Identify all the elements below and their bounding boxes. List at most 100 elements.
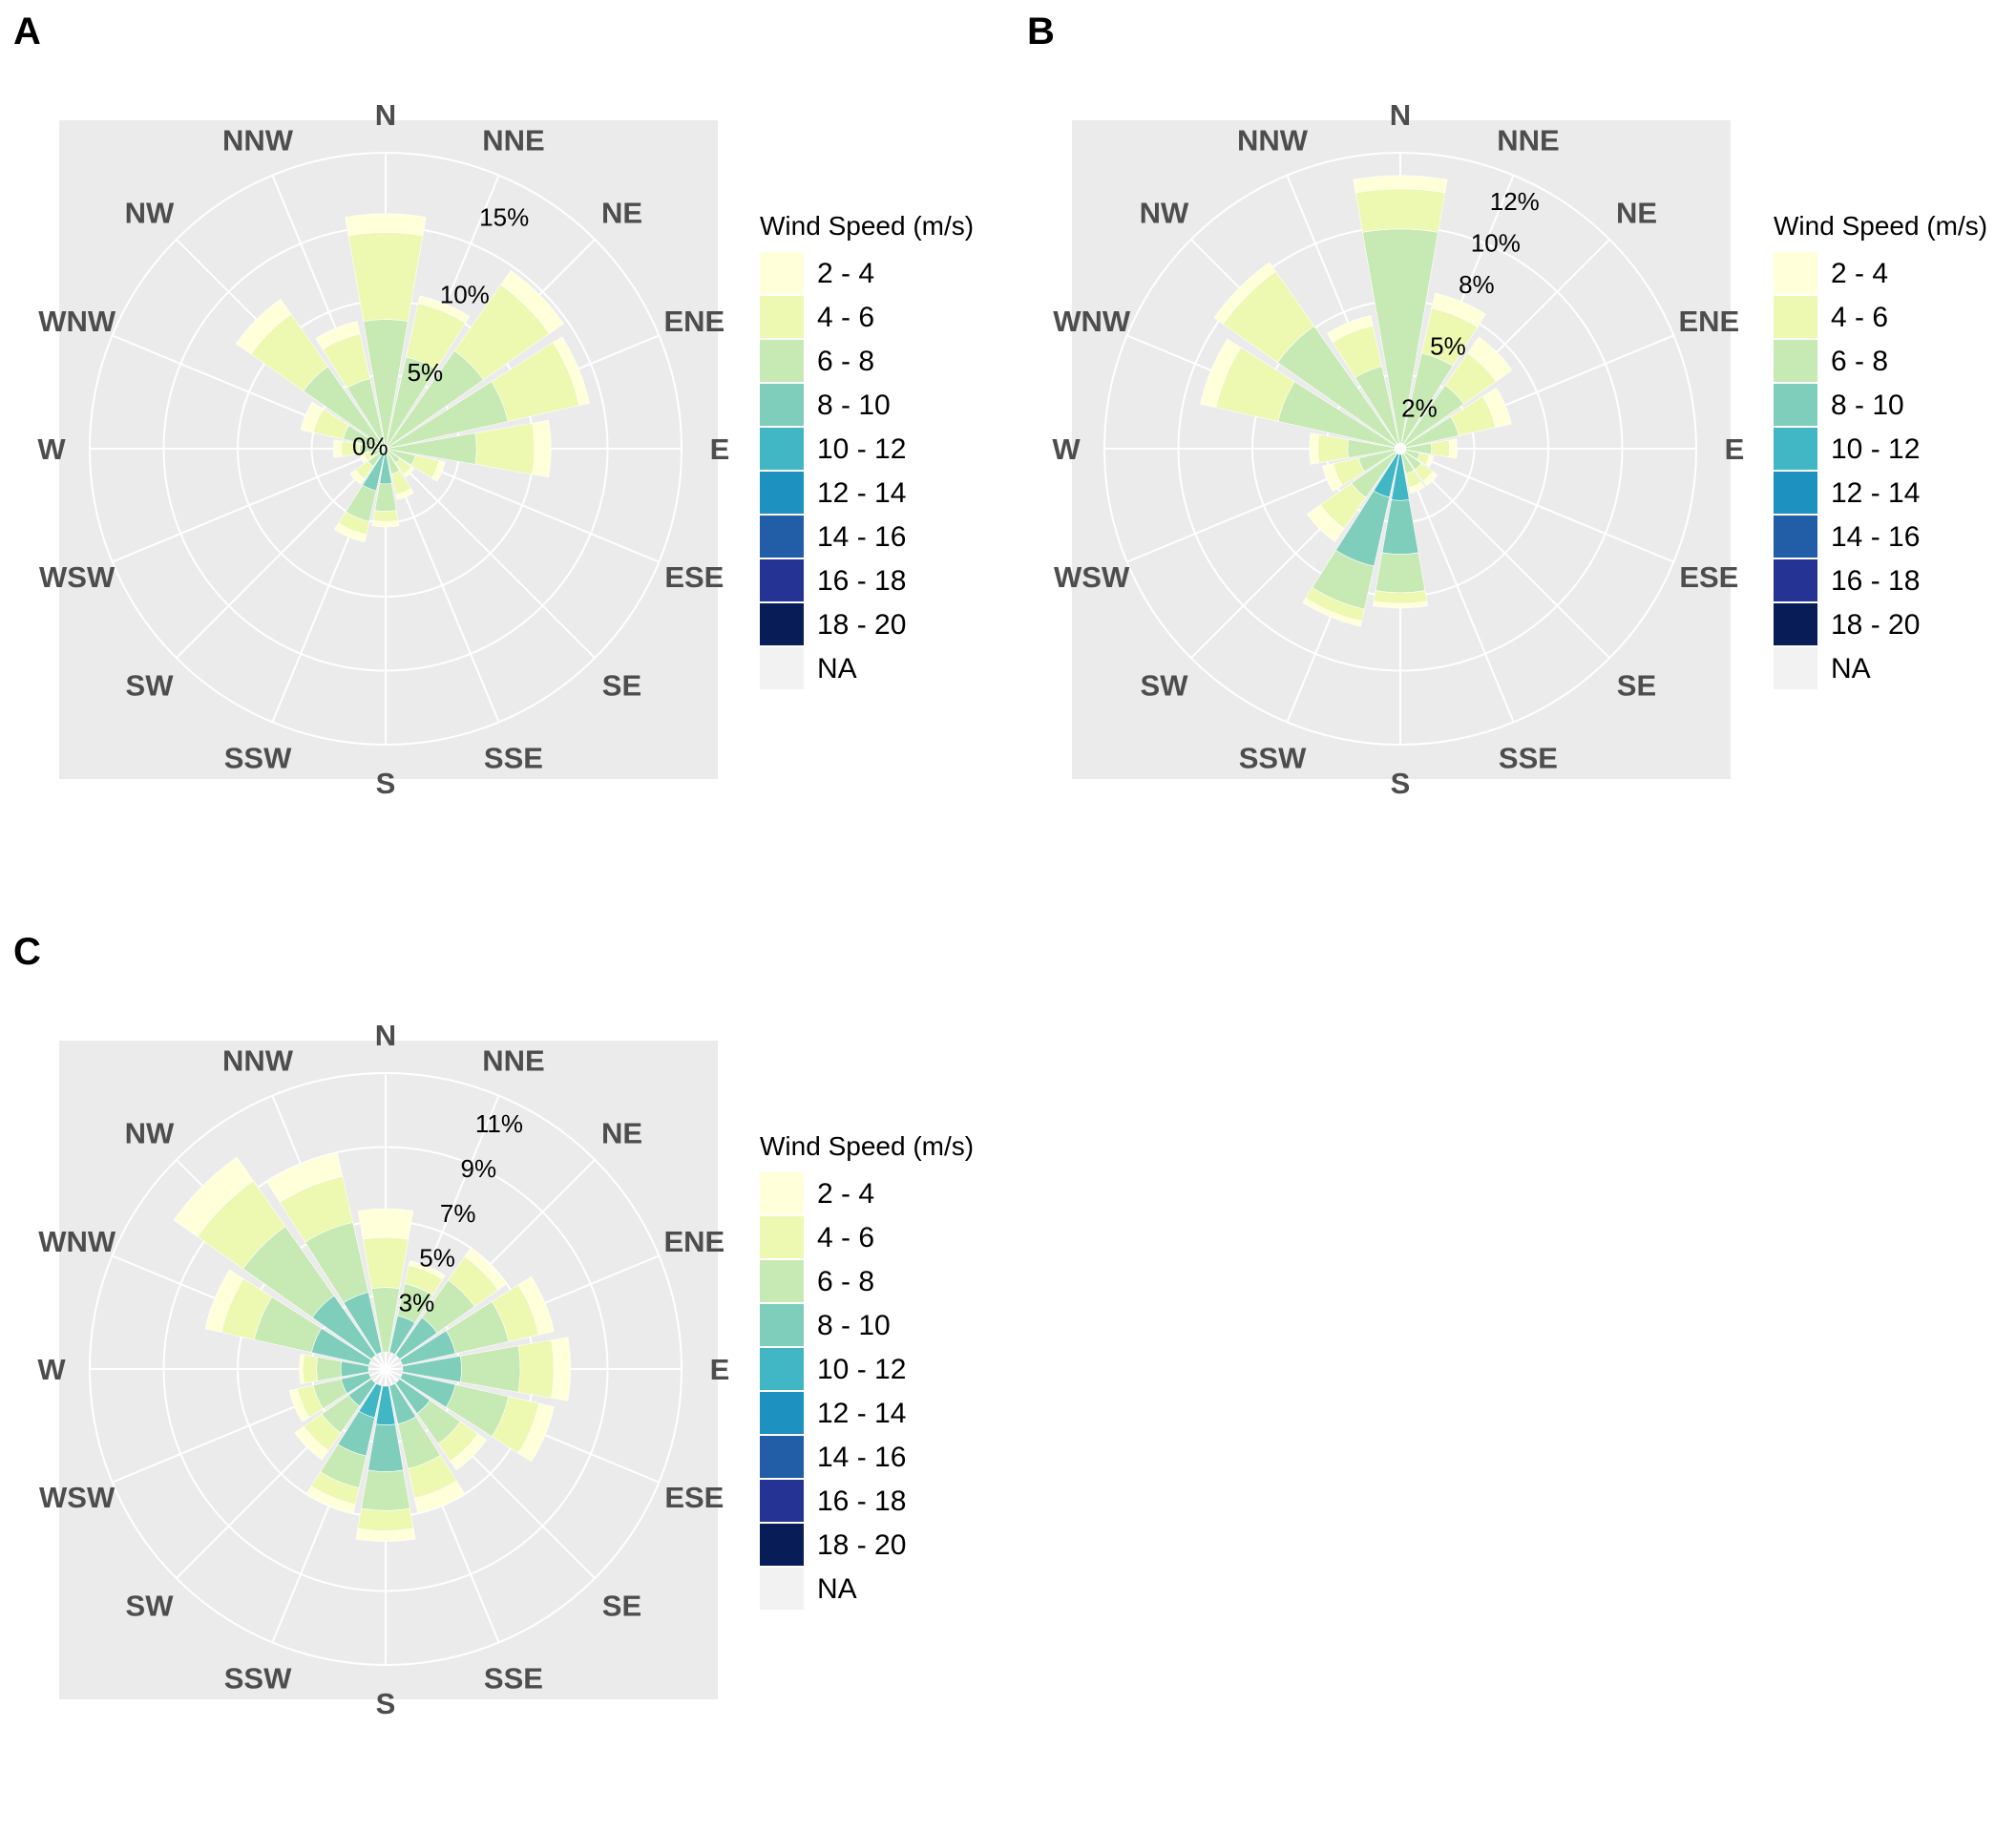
bar-segment-e: [1448, 438, 1458, 459]
bar-segment-w: [1309, 432, 1320, 465]
grid-spoke: [1399, 448, 1515, 723]
direction-label-s: S: [376, 1687, 396, 1720]
legend-title: Wind Speed (m/s): [760, 1131, 974, 1161]
legend-entry: 8 - 10: [1831, 390, 1904, 421]
bar-segment-wnw: [204, 1269, 244, 1333]
legend-swatch: [760, 1524, 804, 1566]
legend-swatch: [760, 1304, 804, 1346]
bar-segment-n: [1353, 175, 1448, 194]
bar-segment-w: [299, 1354, 304, 1384]
bar-segment-e: [1430, 439, 1450, 458]
panel-label: C: [13, 931, 41, 973]
legend-swatch: [760, 647, 804, 689]
grid-spoke: [1399, 448, 1674, 563]
bar-segment-s: [1373, 590, 1428, 604]
direction-label-wnw: WNW: [38, 1225, 116, 1258]
bar-segment-s: [1375, 552, 1426, 594]
ring-label: 0%: [352, 432, 388, 460]
legend-swatch: [1774, 296, 1817, 338]
bar-segment-e: [532, 419, 552, 478]
direction-label-se: SE: [602, 668, 641, 702]
legend-swatch: [760, 1216, 804, 1258]
bar-segment-ssw: [1302, 597, 1362, 627]
direction-label-s: S: [1391, 767, 1411, 800]
direction-label-nnw: NNW: [1237, 124, 1309, 158]
legend-entry: 6 - 8: [1831, 346, 1888, 377]
legend-entry: 4 - 6: [817, 302, 874, 333]
direction-label-wsw: WSW: [1054, 560, 1130, 594]
legend-swatch: [760, 384, 804, 426]
direction-label-ese: ESE: [664, 1481, 724, 1514]
bar-segment-n: [345, 213, 427, 237]
ring-label: 7%: [440, 1199, 476, 1228]
bar-segment-sw: [349, 469, 366, 485]
direction-label-ene: ENE: [663, 305, 724, 338]
direction-label-sse: SSE: [484, 741, 543, 774]
ring-label: 15%: [479, 202, 529, 231]
bar-segment-nw: [1213, 262, 1276, 325]
direction-label-ssw: SSW: [224, 741, 292, 774]
bar-segment-w: [316, 1357, 343, 1381]
legend-entry: 10 - 12: [817, 1354, 906, 1385]
legend-swatch: [760, 472, 804, 514]
direction-label-ssw: SSW: [1239, 741, 1307, 774]
bar-segment-ene: [1481, 387, 1512, 429]
legend-entry: NA: [817, 653, 857, 685]
legend-entry: NA: [817, 1573, 857, 1605]
direction-label-wsw: WSW: [39, 1481, 116, 1514]
direction-label-n: N: [1390, 98, 1411, 132]
direction-label-sw: SW: [126, 668, 175, 702]
legend-swatch: [1774, 252, 1817, 294]
legend-entry: 4 - 6: [1831, 302, 1888, 333]
direction-label-n: N: [375, 1019, 396, 1052]
direction-label-nw: NW: [1140, 197, 1189, 230]
legend-entry: 12 - 14: [817, 477, 906, 509]
legend-swatch: [760, 296, 804, 338]
legend-entry: 18 - 20: [817, 609, 906, 641]
bar-segment-se: [1422, 471, 1438, 487]
direction-label-e: E: [1725, 432, 1745, 466]
grid-spoke: [176, 448, 387, 659]
bar-segment-ese: [431, 460, 446, 482]
legend-entry: 18 - 20: [817, 1529, 906, 1561]
bar-segment-sw: [1307, 504, 1345, 542]
direction-label-n: N: [375, 98, 396, 132]
bar-segment-ese: [517, 1402, 555, 1463]
bar-segment-wnw: [1200, 338, 1242, 409]
bar-segment-ne: [500, 270, 564, 334]
legend-swatch: [760, 252, 804, 294]
legend-swatch: [1774, 516, 1817, 558]
grid-spoke: [385, 448, 596, 659]
bar-segment-nnw: [315, 321, 361, 350]
bar-segment-ne: [1467, 336, 1513, 382]
legend-entry: 10 - 12: [1831, 433, 1920, 465]
bar-segment-nw: [173, 1156, 254, 1237]
legend-entry: NA: [1831, 653, 1871, 685]
bar-segment-nw: [235, 298, 292, 355]
bar-segment-w: [332, 439, 343, 458]
legend-entry: 2 - 4: [1831, 258, 1888, 289]
legend-swatch: [1774, 647, 1817, 689]
direction-label-nw: NW: [125, 1117, 175, 1150]
legend-swatch: [1774, 384, 1817, 426]
ring-label: 3%: [399, 1289, 435, 1317]
direction-label-sw: SW: [126, 1589, 175, 1622]
direction-label-sw: SW: [1141, 668, 1189, 702]
bar-segment-se: [403, 466, 415, 478]
legend-swatch: [1774, 340, 1817, 382]
bar-segment-n: [1354, 188, 1446, 233]
legend-entry: 14 - 16: [1831, 521, 1920, 553]
legend-swatch: [760, 1260, 804, 1302]
legend-swatch: [760, 1172, 804, 1214]
ring-label: 10%: [440, 281, 490, 309]
direction-label-ese: ESE: [664, 560, 724, 594]
direction-label-nnw: NNW: [222, 124, 294, 158]
ring-label: 10%: [1471, 228, 1521, 257]
bar-segment-sse: [413, 1480, 466, 1514]
legend-entry: 12 - 14: [817, 1398, 906, 1429]
legend-swatch: [1774, 603, 1817, 645]
bar-segment-w: [1317, 433, 1350, 464]
ring-label: 5%: [419, 1244, 455, 1273]
bar-segment-wsw: [359, 453, 368, 464]
direction-label-ese: ESE: [1679, 560, 1738, 594]
